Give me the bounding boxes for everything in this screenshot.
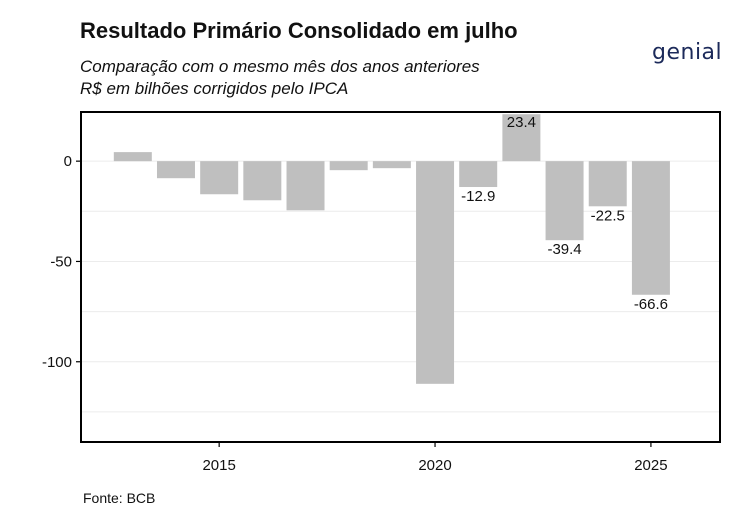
bar-2015 bbox=[200, 161, 239, 195]
chart-title: Resultado Primário Consolidado em julho bbox=[80, 18, 518, 43]
data-labels-layer: -12.9 23.4 -39.4 -22.5 -66.6 bbox=[461, 114, 668, 313]
axis-layer: 0 -50 -100 2015 2020 2025 bbox=[42, 153, 668, 474]
bar-2014 bbox=[156, 161, 195, 179]
bar-2017 bbox=[286, 161, 325, 211]
x-tick-label: 2020 bbox=[418, 457, 451, 474]
bars-layer bbox=[113, 114, 670, 384]
bar-2021 bbox=[459, 161, 498, 188]
subtitle-line-2: R$ em bilhões corrigidos pelo IPCA bbox=[80, 79, 349, 98]
subtitle-line-1: Comparação com o mesmo mês dos anos ante… bbox=[80, 57, 480, 76]
data-label-2024: -22.5 bbox=[591, 207, 625, 224]
y-tick-label: 0 bbox=[64, 153, 72, 170]
chart-subtitle: Comparação com o mesmo mês dos anos ante… bbox=[80, 56, 480, 100]
bar-2018 bbox=[329, 161, 368, 171]
bar-2024 bbox=[588, 161, 627, 207]
bar-2019 bbox=[372, 161, 411, 169]
data-label-2023: -39.4 bbox=[547, 241, 581, 258]
x-tick-label: 2015 bbox=[202, 457, 235, 474]
data-label-2022: 23.4 bbox=[507, 114, 536, 131]
data-label-2021: -12.9 bbox=[461, 188, 495, 205]
genial-logo: genial bbox=[652, 40, 723, 65]
bar-2025 bbox=[631, 161, 670, 295]
y-tick-label: -100 bbox=[42, 354, 72, 371]
source-note: Fonte: BCB bbox=[83, 490, 156, 506]
bar-2022 bbox=[502, 114, 541, 162]
plot-frame bbox=[80, 111, 721, 443]
x-tick-label: 2025 bbox=[634, 457, 667, 474]
bar-2016 bbox=[243, 161, 282, 201]
bar-2023 bbox=[545, 161, 584, 241]
data-label-2025: -66.6 bbox=[634, 296, 668, 313]
y-tick-label: -50 bbox=[50, 253, 72, 270]
bar-2013 bbox=[113, 152, 152, 162]
bar-2020 bbox=[416, 161, 455, 384]
